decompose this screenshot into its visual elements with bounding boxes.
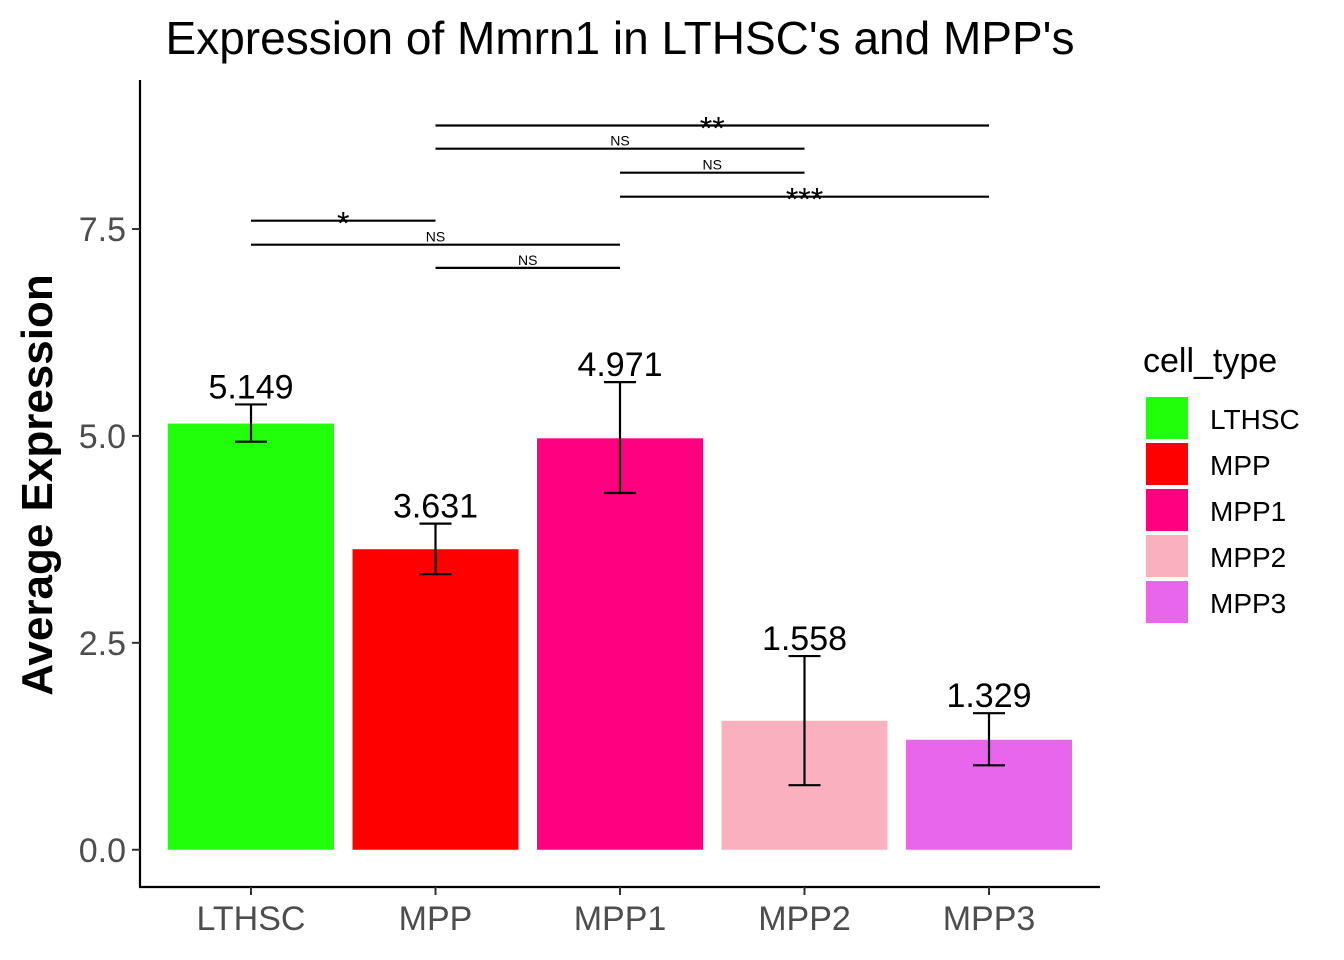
data-label: 5.149 — [208, 368, 293, 406]
bar-mpp1 — [537, 438, 703, 850]
legend: cell_type LTHSC MPP MPP1 MPP2 MPP3 — [1143, 342, 1300, 623]
legend-swatch — [1146, 443, 1188, 485]
x-tick-label: LTHSC — [197, 900, 306, 938]
significance-bracket: NS — [435, 133, 805, 150]
legend-title: cell_type — [1143, 342, 1277, 380]
data-label: 1.329 — [946, 677, 1031, 715]
legend-label: MPP1 — [1210, 496, 1286, 527]
legend-swatch — [1146, 535, 1188, 577]
significance-label: ** — [700, 111, 725, 147]
data-labels: 5.149 3.631 4.971 1.558 1.329 — [208, 346, 1031, 715]
significance-bracket: ** — [435, 111, 989, 147]
y-ticks: 0.0 2.5 5.0 7.5 — [79, 211, 140, 870]
significance-bracket: * — [251, 206, 436, 242]
significance-bracket: NS — [620, 157, 805, 174]
y-tick-label: 2.5 — [79, 625, 126, 663]
error-bar — [419, 522, 452, 576]
significance-bracket: NS — [435, 252, 620, 269]
significance-bracket: *** — [620, 182, 989, 218]
x-tick-label: MPP1 — [574, 900, 667, 938]
data-label: 4.971 — [577, 346, 662, 384]
legend-label: LTHSC — [1210, 404, 1300, 435]
significance-label: NS — [703, 157, 722, 173]
legend-swatch — [1146, 397, 1188, 439]
error-bar — [973, 712, 1005, 767]
x-tick-label: MPP — [399, 900, 473, 938]
y-tick-label: 0.0 — [79, 832, 126, 870]
x-tick-label: MPP2 — [758, 900, 851, 938]
x-ticks: LTHSC MPP MPP1 MPP2 MPP3 — [197, 887, 1036, 938]
data-label: 3.631 — [393, 488, 478, 526]
significance-label: * — [337, 206, 349, 242]
legend-swatch — [1146, 581, 1188, 623]
legend-label: MPP3 — [1210, 588, 1286, 619]
significance-label: NS — [426, 229, 445, 245]
chart-title: Expression of Mmrn1 in LTHSC's and MPP's — [166, 12, 1075, 64]
bar-lthsc — [168, 423, 334, 850]
legend-swatch — [1146, 489, 1188, 531]
error-bar — [235, 403, 267, 443]
legend-label: MPP — [1210, 450, 1271, 481]
y-tick-label: 5.0 — [79, 418, 126, 456]
bar-mpp — [352, 549, 519, 850]
y-axis-label: Average Expression — [13, 274, 62, 695]
error-bar — [604, 381, 636, 495]
y-tick-label: 7.5 — [79, 211, 126, 249]
legend-label: MPP2 — [1210, 542, 1286, 573]
error-bar — [788, 654, 821, 787]
significance-label: NS — [518, 252, 537, 268]
significance-bracket: NS — [251, 229, 620, 246]
data-label: 1.558 — [762, 620, 847, 658]
significance-label: *** — [786, 182, 823, 218]
x-tick-label: MPP3 — [943, 900, 1036, 938]
error-bars — [235, 381, 1005, 787]
bars — [168, 423, 1072, 850]
significance-label: NS — [610, 133, 629, 149]
